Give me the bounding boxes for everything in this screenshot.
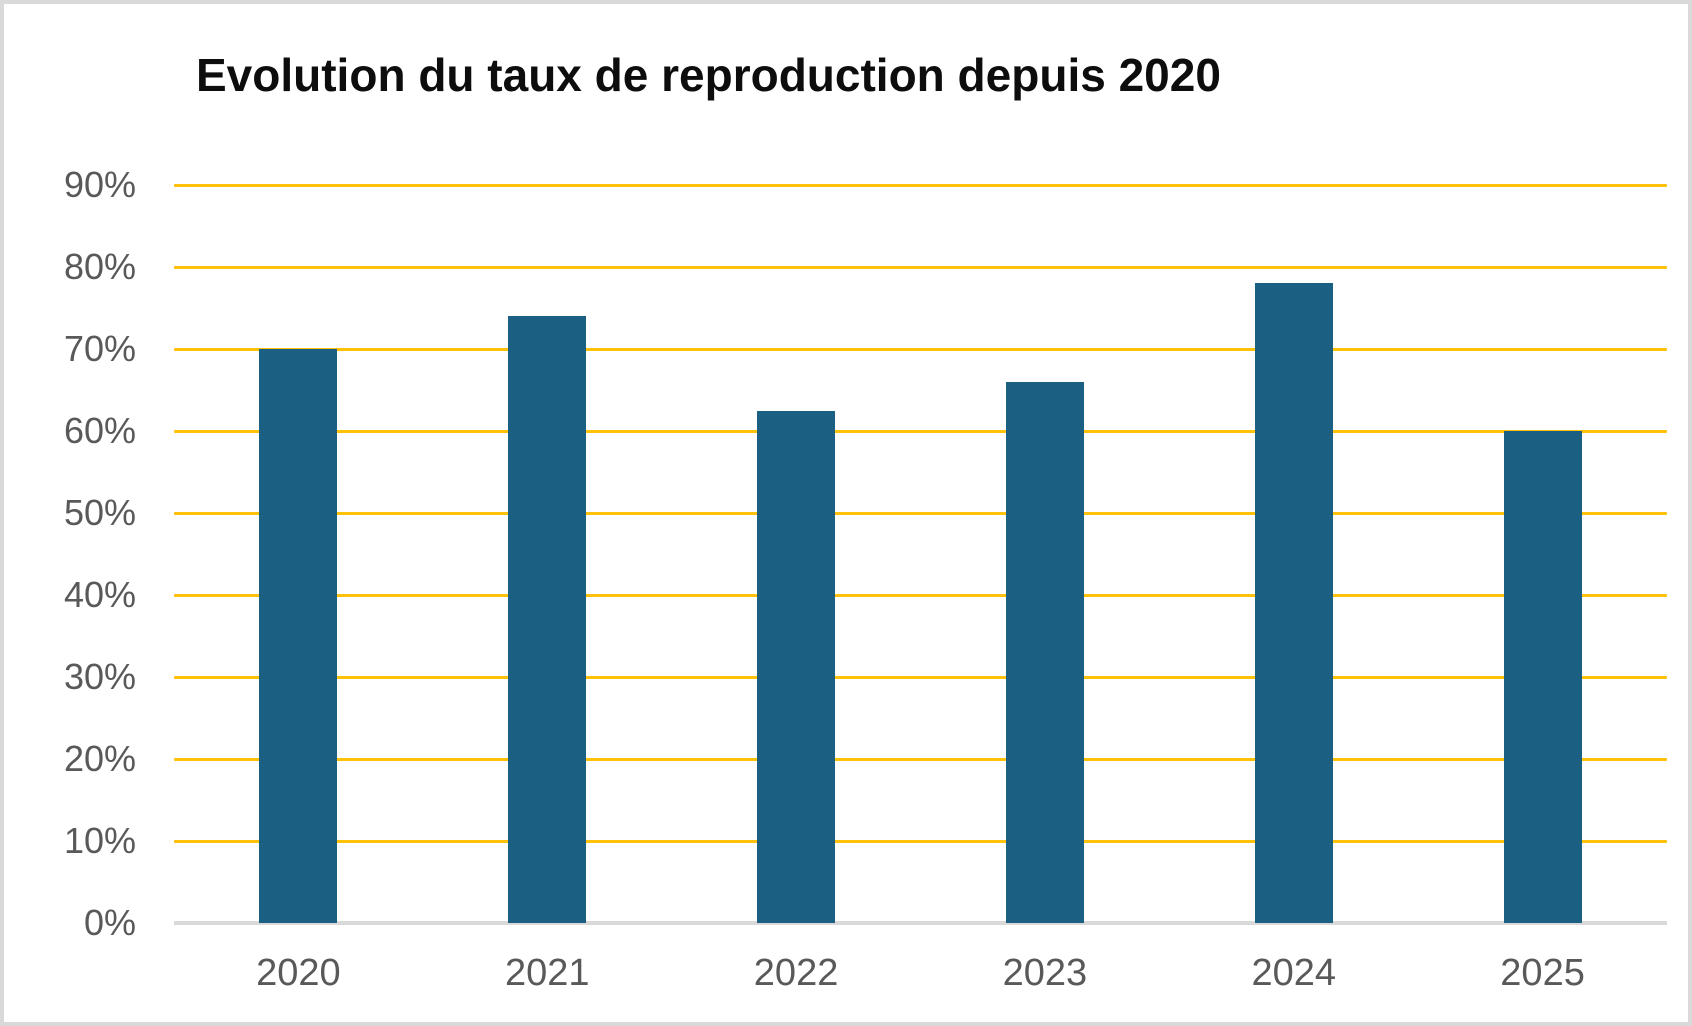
- y-tick-label-60: 60%: [63, 410, 136, 451]
- gridline-20: [174, 757, 1667, 761]
- gridline-60: [174, 429, 1667, 433]
- bar-2023: [1005, 381, 1084, 923]
- y-tick-label-90: 90%: [63, 164, 136, 205]
- gridline-80: [174, 265, 1667, 269]
- chart-title: Evolution du taux de reproduction depuis…: [196, 49, 1221, 101]
- gridline-70: [174, 347, 1667, 351]
- gridline-40: [174, 593, 1667, 597]
- x-tick-label-2023: 2023: [1002, 952, 1088, 994]
- y-tick-label-50: 50%: [63, 492, 136, 533]
- y-tick-label-20: 20%: [63, 738, 136, 779]
- x-tick-label-2024: 2024: [1251, 952, 1337, 994]
- y-tick-label-30: 30%: [63, 656, 136, 697]
- y-tick-label-40: 40%: [63, 574, 136, 615]
- bar-2025: [1503, 431, 1582, 923]
- y-tick-label-70: 70%: [63, 328, 136, 369]
- y-tick-label-0: 0%: [83, 902, 136, 943]
- x-tick-label-2025: 2025: [1500, 952, 1585, 994]
- x-tick-label-2021: 2021: [504, 952, 590, 994]
- x-axis-baseline: [174, 921, 1667, 925]
- x-tick-label-2020: 2020: [256, 952, 341, 994]
- gridline-50: [174, 511, 1667, 515]
- y-tick-label-80: 80%: [63, 246, 136, 287]
- gridline-10: [174, 839, 1667, 843]
- gridline-30: [174, 675, 1667, 679]
- bar-2024: [1254, 283, 1333, 923]
- y-tick-label-10: 10%: [63, 820, 136, 861]
- bar-2020: [259, 349, 338, 923]
- x-tick-label-2022: 2022: [753, 952, 839, 994]
- gridline-90: [174, 183, 1667, 187]
- bar-2021: [508, 316, 587, 923]
- bar-2022: [757, 410, 836, 923]
